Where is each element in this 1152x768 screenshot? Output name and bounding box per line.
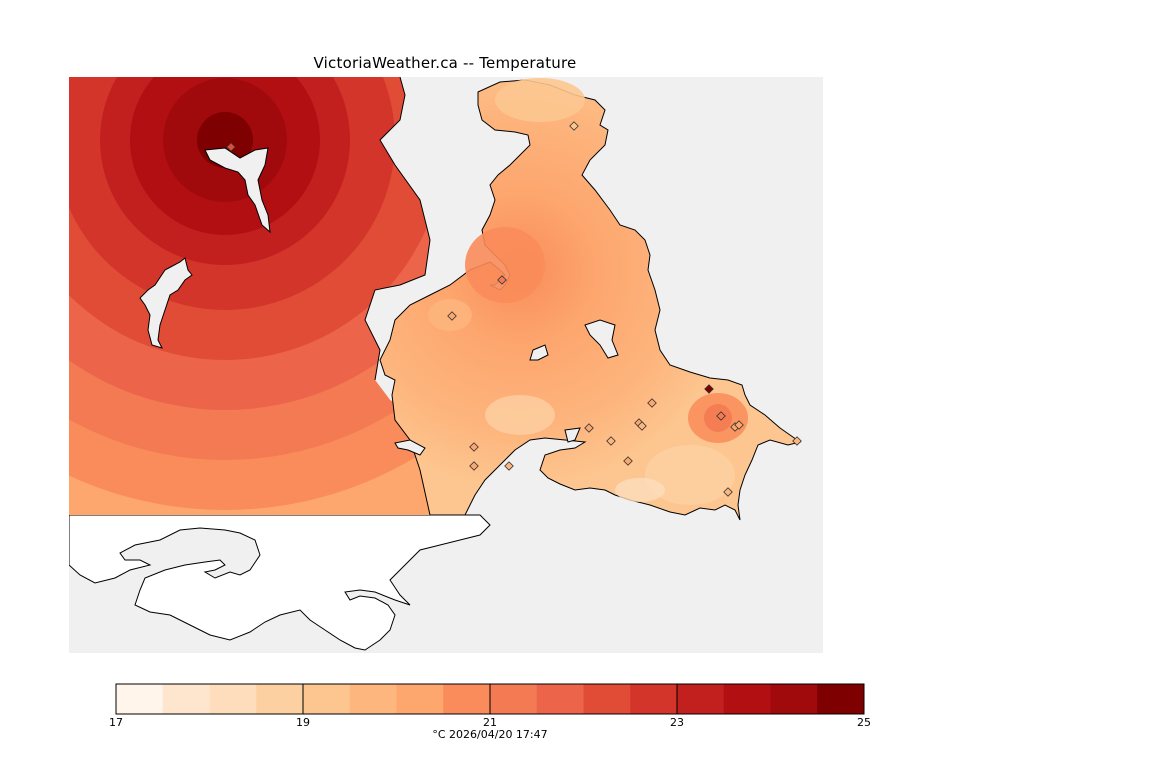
west-coastline [364,76,431,381]
legend-caption: °C 2026/04/20 17:47 [432,728,547,741]
station-marker[interactable] [504,461,514,471]
station-marker[interactable] [716,411,726,421]
legend-color-step [536,684,584,714]
legend-tick-label: 19 [296,716,310,729]
legend-color-step [443,684,491,714]
cool-zones [485,78,735,505]
temperature-legend-bar [115,683,865,715]
station-marker[interactable] [497,275,507,285]
legend-color-step [162,684,210,714]
legend-color-step [209,684,257,714]
lakes [139,147,619,456]
legend-tick-label: 21 [483,716,497,729]
legend-color-step [116,684,164,714]
station-marker[interactable] [469,461,479,471]
weather-stations [226,121,802,497]
legend-tick-label: 23 [670,716,684,729]
legend-tick-label: 25 [857,716,871,729]
station-marker[interactable] [469,442,479,452]
legend-color-step [677,684,725,714]
legend-color-step [817,684,865,714]
legend-color-step [630,684,678,714]
station-marker[interactable] [226,142,236,152]
legend-color-step [396,684,444,714]
legend-color-step [723,684,771,714]
station-marker[interactable] [704,384,714,394]
station-marker[interactable] [723,487,733,497]
legend-color-step [583,684,631,714]
station-marker[interactable] [584,423,594,433]
legend-color-step [349,684,397,714]
legend-timestamp: 2026/04/20 17:47 [449,728,548,741]
legend-unit: °C [432,728,446,741]
station-marker[interactable] [569,121,579,131]
warm-zones [428,227,748,443]
map-title: VictoriaWeather.ca -- Temperature [313,54,577,72]
station-marker[interactable] [792,436,802,446]
station-marker[interactable] [623,456,633,466]
legend-color-step [490,684,538,714]
legend-color-step [256,684,304,714]
station-marker[interactable] [637,421,647,431]
legend-color-step [303,684,351,714]
legend-color-step [770,684,818,714]
station-marker[interactable] [734,420,744,430]
station-marker[interactable] [606,436,616,446]
station-marker[interactable] [447,311,457,321]
legend-tick-label: 17 [109,716,123,729]
station-marker[interactable] [647,398,657,408]
no-data-land [69,514,491,651]
